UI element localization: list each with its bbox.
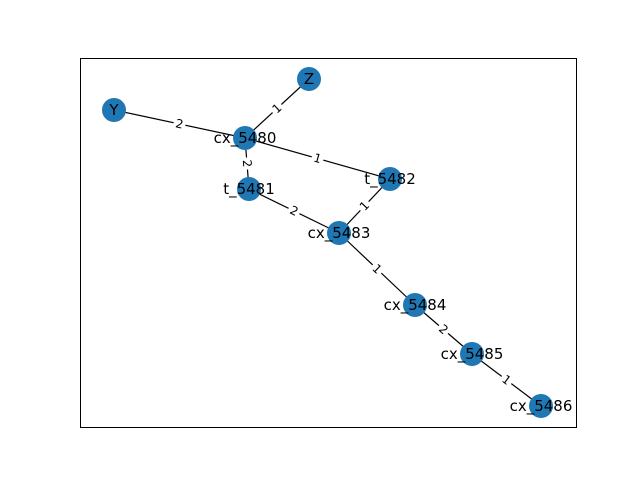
node-labels-layer: Z Ycx_5480 t_5481 t_5482 cx_5483 cx_5484 cx_54… [108, 70, 572, 416]
node-label-cx-5484: cx_5484 [384, 296, 447, 315]
node-label-cx-5486: cx_5486 [510, 397, 573, 416]
edge-label-background [433, 319, 454, 340]
nodes-layer [102, 67, 553, 418]
edge-label-background [285, 201, 303, 221]
edge-label-background [238, 156, 256, 171]
node-label-t-5481: t_5481 [223, 180, 275, 199]
node-t-5481[interactable] [237, 177, 261, 201]
node-label-z: Z [304, 70, 314, 88]
node-cx-5485[interactable] [460, 342, 484, 366]
node-y[interactable] [102, 98, 126, 122]
plot-frame [80, 58, 577, 428]
edge-label-background [496, 370, 517, 390]
edge-weight-label: 1 [312, 151, 323, 167]
node-cx-5483[interactable] [327, 221, 351, 245]
node-cx-5480[interactable] [233, 126, 257, 150]
edge-label-background [354, 196, 375, 216]
node-label-cx-5485: cx_5485 [441, 345, 504, 364]
node-label-y: Y [108, 101, 119, 119]
edge-label-background [309, 149, 326, 168]
edge-label-background [267, 98, 287, 119]
node-cx-5486[interactable] [529, 394, 553, 418]
node-label-cx-5480: cx_5480 [214, 129, 277, 148]
edge-label-background [367, 259, 387, 279]
edge-weight-label: 2 [174, 116, 184, 131]
node-label-cx-5483: cx_5483 [308, 224, 371, 243]
node-z[interactable] [297, 67, 321, 91]
node-t-5482[interactable] [378, 167, 402, 191]
edge-weight-label: 2 [240, 159, 255, 168]
node-label-t-5482: t_5482 [364, 170, 416, 189]
edge-label-background [171, 114, 188, 134]
node-cx-5484[interactable] [403, 293, 427, 317]
